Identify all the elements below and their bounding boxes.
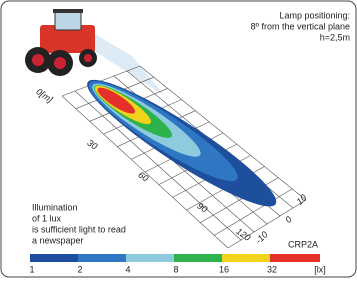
scale-label: [lx]	[314, 264, 326, 274]
scale-label: 32	[267, 264, 277, 274]
scale-label: 4	[125, 264, 130, 274]
note-line: is sufficient light to read	[32, 224, 126, 234]
scale-label: 8	[173, 264, 178, 274]
note-line: Illumination	[32, 202, 78, 212]
note-line: of 1 lux	[32, 213, 62, 223]
header-line: 8º from the vertical plane	[251, 21, 350, 31]
color-scale	[30, 254, 320, 262]
header-line: h=2,5m	[320, 32, 350, 42]
note-line: a newspaper	[32, 235, 84, 245]
illumination-diagram: Lamp positioning:8º from the vertical pl…	[0, 0, 357, 278]
model-label: CRP2A	[288, 239, 318, 249]
scale-label: 16	[219, 264, 229, 274]
header-line: Lamp positioning:	[279, 10, 350, 20]
scale-label: 2	[77, 264, 82, 274]
scale-label: 1	[29, 264, 34, 274]
